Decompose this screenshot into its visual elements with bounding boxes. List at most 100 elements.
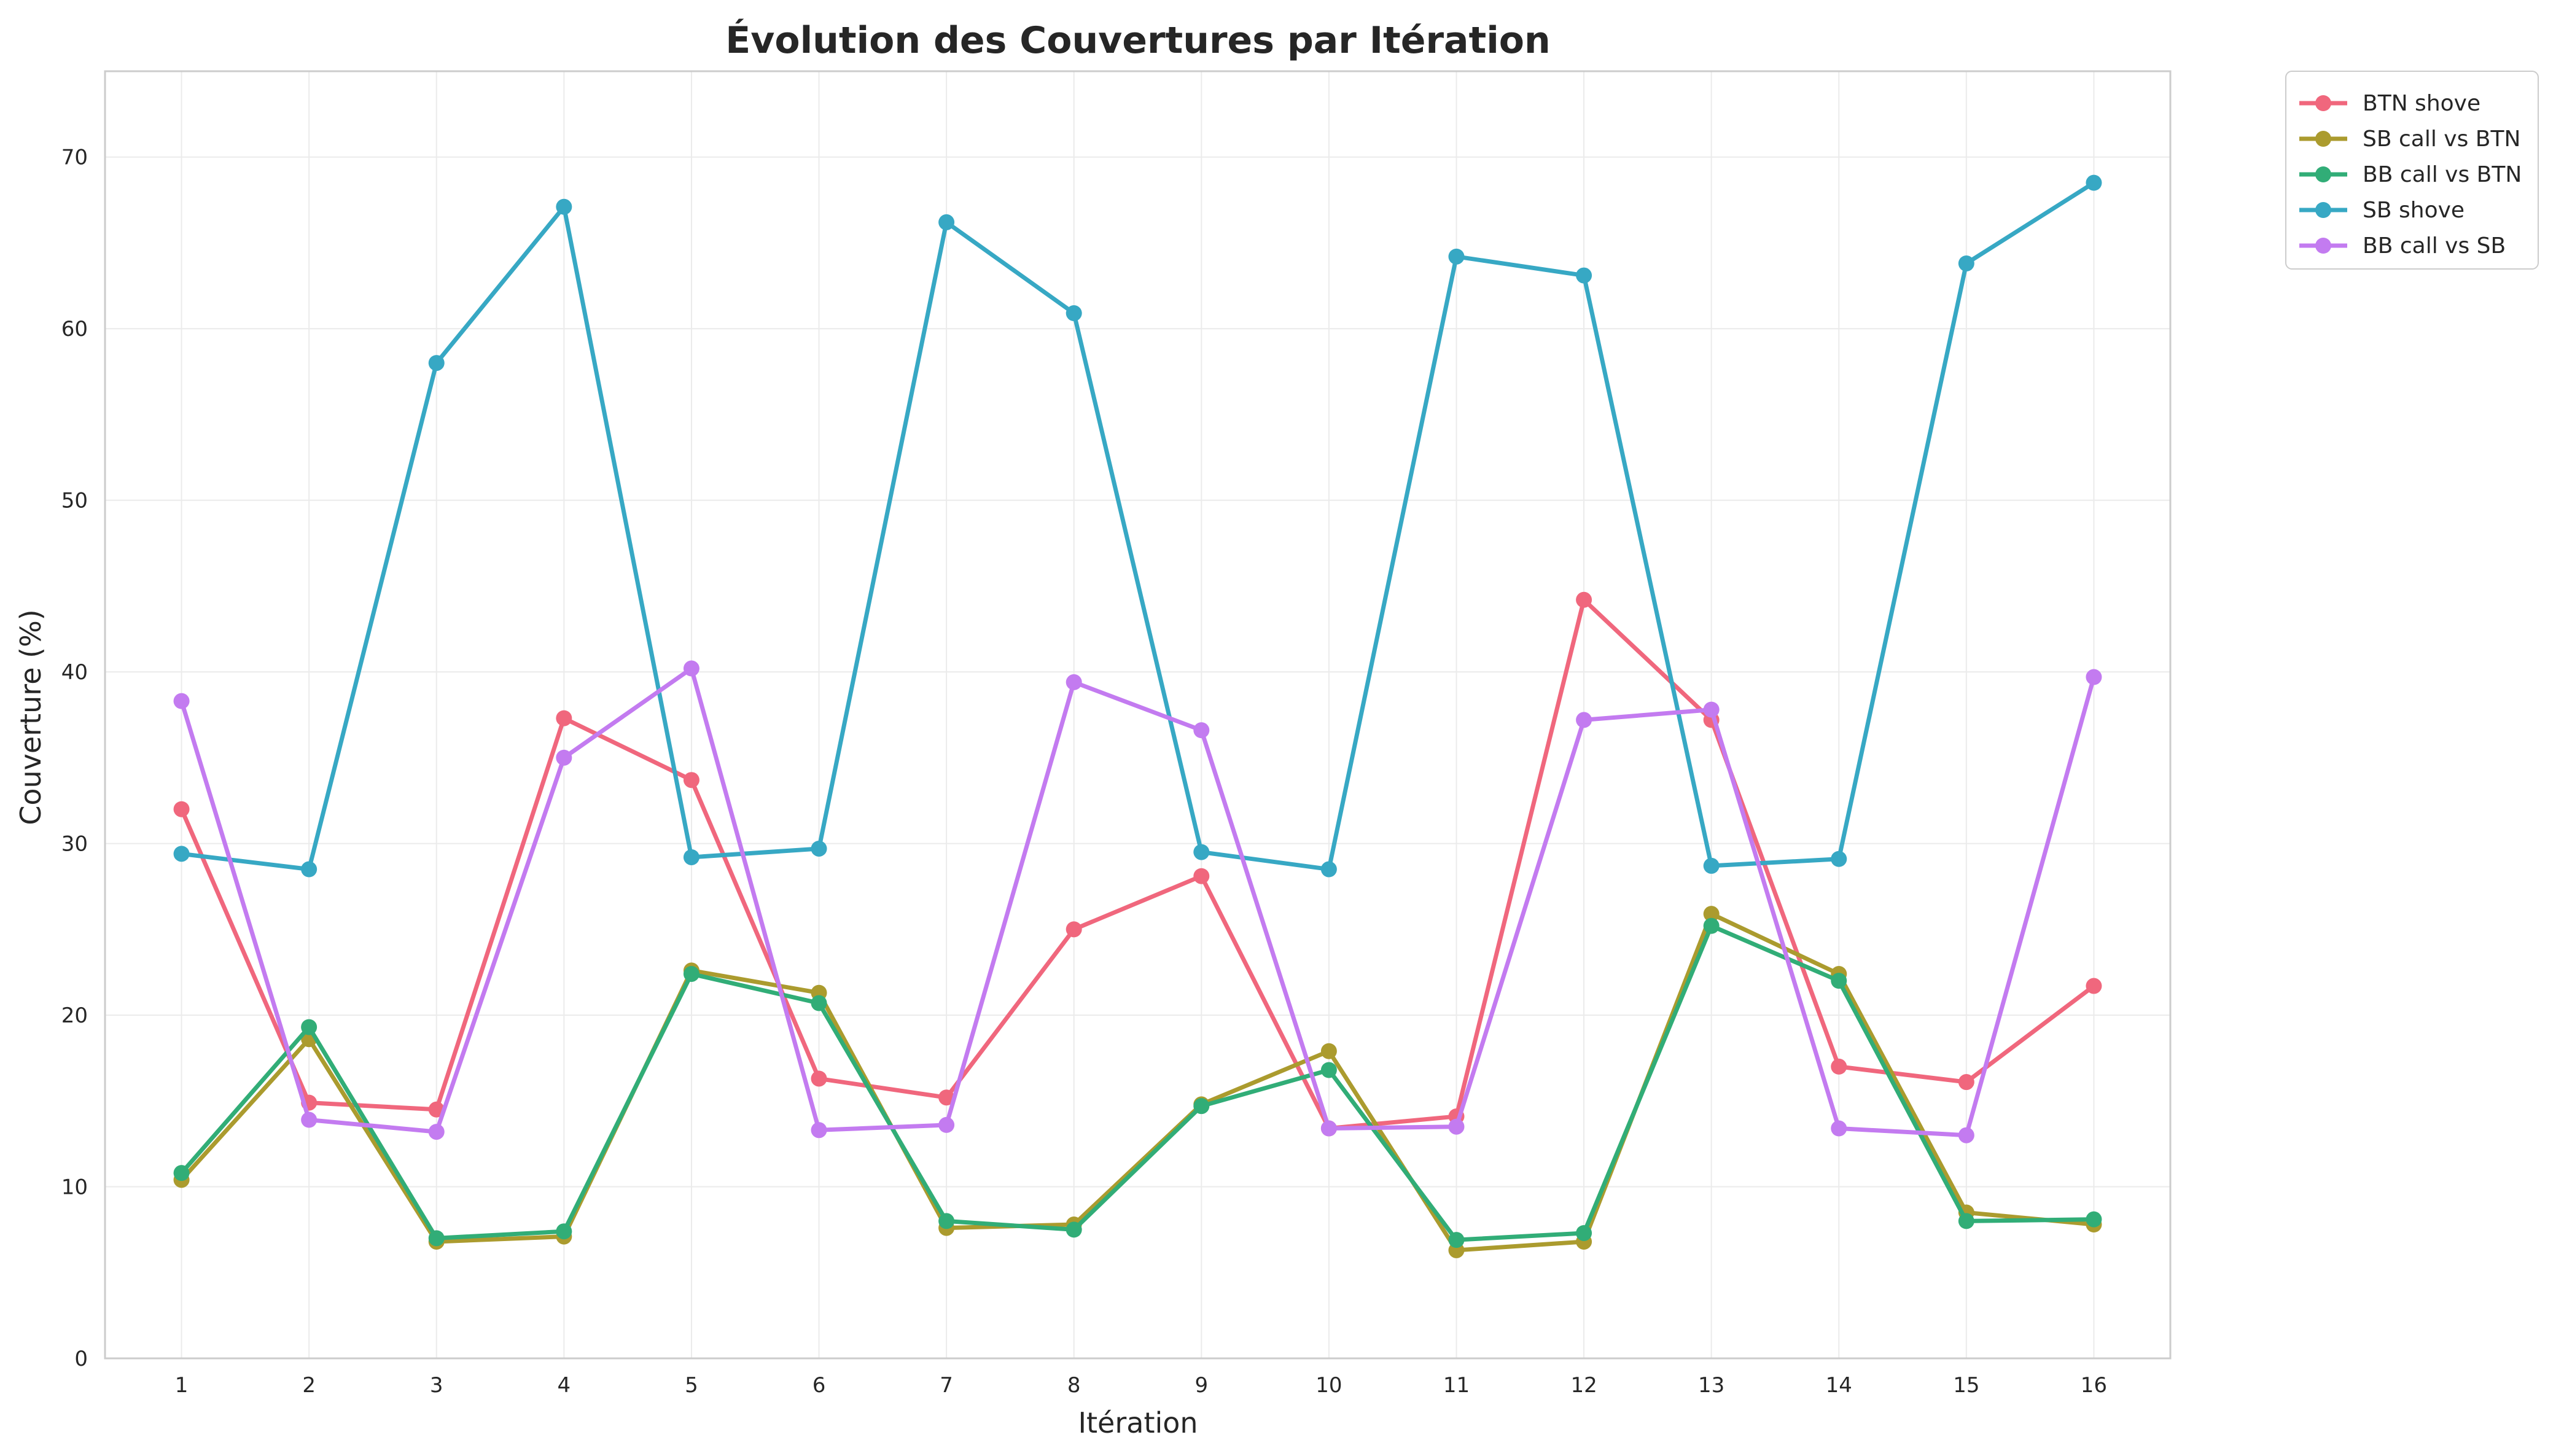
data-point (1703, 917, 1720, 934)
series-line (179, 911, 2094, 1253)
data-point (1831, 1120, 1847, 1137)
data-point (683, 772, 699, 788)
data-point (811, 1070, 827, 1087)
data-point (811, 995, 827, 1011)
x-tick-label: 15 (1953, 1373, 1979, 1398)
legend-swatch-marker (2315, 202, 2331, 218)
data-point (1576, 267, 1592, 284)
series-line (179, 924, 2094, 1242)
series-layer (173, 174, 2102, 1258)
data-point (1958, 1127, 1974, 1143)
data-point (1576, 712, 1592, 728)
data-point (1320, 1120, 1337, 1137)
data-point (1576, 591, 1592, 608)
data-point (1831, 973, 1847, 989)
data-point (683, 849, 699, 865)
data-point (811, 1122, 827, 1139)
legend-frame (2285, 71, 2539, 270)
y-tick-label: 30 (61, 832, 88, 857)
data-point (683, 965, 699, 982)
data-point (1066, 305, 1082, 322)
data-point (301, 861, 318, 878)
data-point (811, 840, 827, 857)
data-point (1958, 1213, 1974, 1229)
legend-item: BB call vs SB (2299, 233, 2506, 259)
data-point (1703, 857, 1720, 874)
data-point (1193, 844, 1210, 860)
data-point (1703, 701, 1720, 718)
data-point (556, 710, 572, 726)
data-point (1448, 1232, 1465, 1248)
data-point (1066, 674, 1082, 690)
data-point (1320, 1043, 1337, 1059)
series-line (179, 598, 2095, 1131)
data-point (556, 1223, 572, 1240)
x-tick-label: 14 (1826, 1373, 1852, 1398)
x-axis-label: Itération (1078, 1406, 1198, 1439)
data-point (1831, 1058, 1847, 1075)
x-tick-label: 7 (940, 1373, 953, 1398)
data-point (938, 1213, 955, 1229)
data-point (938, 1089, 955, 1106)
legend-label: BB call vs SB (2363, 233, 2506, 259)
data-point (2086, 174, 2102, 191)
legend-item: BTN shove (2299, 91, 2480, 116)
data-point (428, 355, 445, 372)
data-point (301, 1019, 318, 1035)
data-point (301, 1111, 318, 1128)
data-point (173, 801, 190, 817)
x-tick-label: 8 (1067, 1373, 1081, 1398)
x-tick-label: 16 (2081, 1373, 2107, 1398)
legend-swatch-marker (2315, 238, 2331, 254)
x-tick-label: 11 (1443, 1373, 1470, 1398)
legend: BTN shove SB call vs BTN BB call vs BTN SB … (2285, 71, 2539, 270)
data-point (428, 1124, 445, 1140)
data-point (556, 749, 572, 766)
x-tick-label: 3 (430, 1373, 443, 1398)
data-point (1703, 906, 1720, 922)
legend-label: BTN shove (2363, 91, 2480, 116)
series-sb-call-vs-btn (173, 906, 2102, 1258)
y-tick-label: 10 (61, 1175, 88, 1200)
data-point (1193, 868, 1210, 884)
y-tick-label: 50 (61, 489, 88, 513)
legend-label: BB call vs BTN (2363, 162, 2522, 187)
y-axis-ticks: 0 10 20 30 40 50 60 70 (61, 146, 88, 1371)
data-point (2086, 1211, 2102, 1228)
legend-swatch-marker (2315, 166, 2331, 182)
x-tick-label: 6 (812, 1373, 826, 1398)
chart-title: Évolution des Couvertures par Itération (725, 18, 1550, 62)
x-tick-label: 10 (1315, 1373, 1342, 1398)
x-tick-label: 13 (1698, 1373, 1724, 1398)
data-point (1448, 248, 1465, 265)
data-point (173, 846, 190, 862)
data-point (173, 693, 190, 709)
data-point (2086, 669, 2102, 685)
data-point (1831, 851, 1847, 867)
data-point (2086, 978, 2102, 994)
data-point (1448, 1118, 1465, 1135)
legend-swatch-marker (2315, 131, 2331, 147)
x-tick-label: 5 (685, 1373, 698, 1398)
legend-label: SB call vs BTN (2363, 127, 2520, 152)
x-tick-label: 1 (175, 1373, 189, 1398)
plot-frame (104, 70, 2172, 1360)
series-sb-shove (173, 174, 2102, 878)
data-point (1193, 1098, 1210, 1115)
data-point (1576, 1224, 1592, 1241)
series-line (179, 666, 2096, 1138)
legend-item: SB shove (2299, 198, 2465, 223)
data-point (1958, 1074, 1974, 1091)
y-tick-label: 0 (74, 1347, 88, 1371)
data-point (1193, 722, 1210, 739)
data-point (173, 1165, 190, 1182)
legend-label: SB shove (2363, 198, 2465, 223)
data-point (1066, 921, 1082, 938)
x-tick-label: 9 (1194, 1373, 1208, 1398)
y-tick-label: 20 (61, 1003, 88, 1028)
data-point (556, 198, 572, 215)
y-tick-label: 70 (61, 146, 88, 170)
y-tick-label: 40 (61, 660, 88, 685)
data-point (1066, 1221, 1082, 1238)
